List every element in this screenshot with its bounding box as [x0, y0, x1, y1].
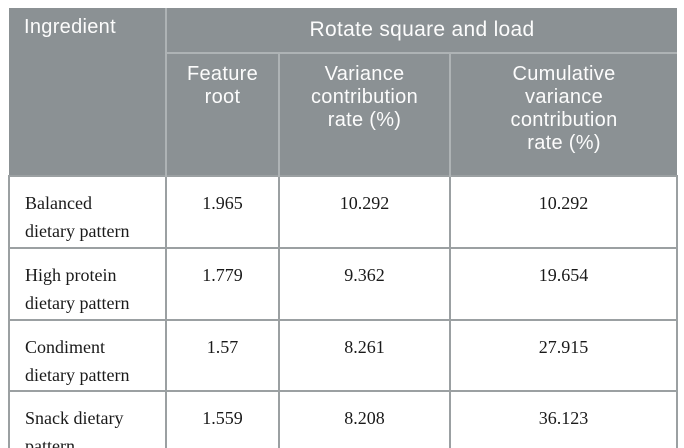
column-header-ingredient: Ingredient: [9, 8, 167, 176]
table-row: Balanced dietary pattern 1.965 10.292 10…: [8, 175, 679, 249]
cell-feature-root: 1.559: [165, 390, 280, 448]
column-group-header-rotate-square-and-load: Rotate square and load: [166, 8, 678, 54]
table-row: Snack dietary pattern 1.559 8.208 36.123: [8, 390, 679, 448]
cell-cumulative: 36.123: [448, 390, 679, 448]
cell-ingredient: High protein dietary pattern: [8, 247, 167, 321]
cell-cumulative: 19.654: [448, 247, 679, 321]
ingredient-name: High protein dietary pattern: [25, 265, 130, 313]
column-header-variance-label: Variance contribution rate (%): [311, 63, 418, 131]
cell-feature-root: 1.57: [165, 319, 280, 392]
cell-ingredient: Balanced dietary pattern: [8, 175, 167, 249]
ingredient-name: Condiment dietary pattern: [25, 337, 130, 385]
cell-cumulative: 27.915: [448, 319, 679, 392]
table-body: Balanced dietary pattern 1.965 10.292 10…: [8, 175, 679, 448]
table-header: Ingredient Rotate square and load Featur…: [9, 8, 678, 176]
header-row-group: Ingredient Rotate square and load: [9, 8, 678, 176]
cell-feature-root: 1.965: [165, 175, 280, 249]
column-header-cumulative-label: Cumulative variance contribution rate (%…: [510, 63, 618, 154]
column-header-variance-contribution-rate: Variance contribution rate (%): [279, 53, 451, 176]
cell-variance: 8.261: [278, 319, 451, 392]
factor-analysis-table: Ingredient Rotate square and load Featur…: [8, 8, 679, 448]
column-header-cumulative-variance-contribution-rate: Cumulative variance contribution rate (%…: [450, 53, 678, 176]
column-header-feature-root-label: Feature root: [186, 63, 259, 108]
cell-ingredient: Snack dietary pattern: [8, 390, 167, 448]
cell-cumulative: 10.292: [448, 175, 679, 249]
cell-variance: 10.292: [278, 175, 451, 249]
ingredient-name: Snack dietary pattern: [25, 408, 124, 448]
column-header-feature-root: Feature root: [166, 53, 280, 176]
cell-ingredient: Condiment dietary pattern: [8, 319, 167, 392]
ingredient-name: Balanced dietary pattern: [25, 193, 130, 241]
table-row: Condiment dietary pattern 1.57 8.261 27.…: [8, 319, 679, 392]
header-row-subcolumns: Feature root Variance contribution rate …: [9, 53, 678, 176]
cell-variance: 9.362: [278, 247, 451, 321]
cell-feature-root: 1.779: [165, 247, 280, 321]
table-row: High protein dietary pattern 1.779 9.362…: [8, 247, 679, 321]
cell-variance: 8.208: [278, 390, 451, 448]
